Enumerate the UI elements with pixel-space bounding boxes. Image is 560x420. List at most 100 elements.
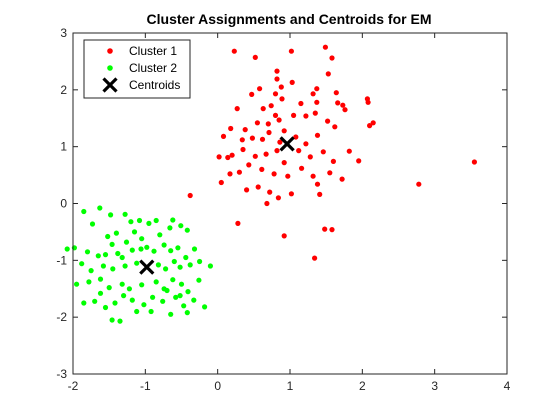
cluster-point bbox=[136, 217, 143, 224]
cluster-point bbox=[129, 297, 135, 303]
cluster-point bbox=[216, 154, 222, 160]
cluster-point bbox=[275, 195, 281, 201]
cluster-point bbox=[279, 96, 285, 102]
cluster-point bbox=[161, 242, 167, 248]
cluster-point bbox=[346, 148, 352, 154]
cluster-point bbox=[242, 127, 248, 133]
cluster-point bbox=[240, 146, 246, 153]
cluster-point bbox=[267, 189, 273, 195]
cluster-point bbox=[416, 181, 422, 187]
y-tick-label: 2 bbox=[60, 83, 67, 97]
legend: Cluster 1 Cluster 2 Centroids bbox=[83, 39, 191, 99]
cluster-point bbox=[259, 166, 265, 172]
data-points bbox=[64, 44, 477, 324]
cluster-point bbox=[330, 158, 336, 164]
cluster-point bbox=[281, 128, 287, 134]
cluster-point bbox=[228, 125, 234, 132]
cluster-point bbox=[131, 229, 138, 235]
cluster-point bbox=[314, 99, 320, 105]
cluster-point bbox=[322, 226, 328, 232]
cluster-point bbox=[314, 86, 320, 92]
cluster-point bbox=[191, 246, 198, 252]
cluster-point bbox=[471, 159, 477, 165]
cluster-point bbox=[276, 117, 282, 123]
cluster-point bbox=[173, 294, 179, 300]
cluster-point bbox=[178, 281, 185, 287]
y-tick-label: -1 bbox=[56, 253, 67, 267]
cluster-point bbox=[128, 219, 134, 225]
cluster-point bbox=[74, 281, 80, 287]
x-tick-label: 2 bbox=[359, 379, 366, 393]
cluster-point bbox=[220, 133, 227, 139]
cluster-point bbox=[163, 266, 169, 272]
legend-marker-dot bbox=[107, 48, 113, 54]
chart-title: Cluster Assignments and Centroids for EM bbox=[147, 11, 432, 27]
cluster-point bbox=[277, 139, 283, 145]
cluster-point bbox=[151, 248, 157, 254]
cluster-point bbox=[197, 258, 203, 265]
cluster-point bbox=[122, 211, 128, 217]
cluster-point bbox=[274, 68, 280, 74]
cluster-point bbox=[129, 247, 135, 253]
cluster-point bbox=[184, 227, 190, 233]
cluster-point bbox=[314, 181, 321, 187]
cluster-point bbox=[187, 192, 193, 199]
cluster-point bbox=[122, 263, 128, 269]
cluster-point bbox=[139, 282, 145, 288]
cluster-point bbox=[207, 263, 213, 269]
centroid-marker bbox=[139, 259, 155, 275]
cluster-point bbox=[119, 281, 125, 287]
cluster-point bbox=[229, 152, 235, 158]
cluster-point bbox=[184, 310, 190, 316]
cluster-point bbox=[97, 290, 104, 296]
cluster-point bbox=[113, 230, 119, 236]
cluster-point bbox=[168, 311, 174, 317]
cluster-point bbox=[265, 121, 271, 127]
cluster-point bbox=[134, 260, 140, 266]
cluster-point bbox=[109, 241, 115, 247]
cluster-point bbox=[272, 112, 279, 118]
cluster-point bbox=[254, 120, 260, 126]
cluster-point bbox=[181, 303, 187, 309]
cluster-point bbox=[340, 102, 346, 108]
cluster-point bbox=[170, 277, 176, 283]
cluster-point bbox=[81, 300, 87, 306]
cluster-point bbox=[102, 252, 109, 258]
legend-box bbox=[83, 39, 191, 99]
cluster-point bbox=[185, 289, 191, 295]
cluster-point bbox=[335, 100, 341, 106]
cluster-point bbox=[79, 261, 85, 267]
cluster-point bbox=[329, 227, 335, 233]
y-tick-label: 0 bbox=[60, 197, 67, 211]
cluster-point bbox=[123, 239, 130, 245]
cluster-point bbox=[303, 113, 309, 119]
cluster-point bbox=[155, 262, 161, 268]
cluster-point bbox=[115, 250, 121, 257]
cluster-point bbox=[264, 200, 270, 207]
y-tick-label: -3 bbox=[56, 367, 67, 381]
cluster-point bbox=[246, 162, 252, 168]
cluster-point bbox=[141, 302, 147, 308]
cluster-point bbox=[121, 293, 127, 299]
cluster-point bbox=[92, 298, 98, 304]
legend-label: Cluster 2 bbox=[129, 61, 177, 75]
cluster-point bbox=[177, 264, 183, 270]
cluster-point bbox=[170, 217, 176, 223]
cluster-point bbox=[281, 160, 287, 166]
cluster-point bbox=[160, 298, 166, 304]
cluster-point bbox=[108, 212, 114, 218]
cluster-point bbox=[303, 141, 309, 147]
cluster-point bbox=[109, 317, 115, 323]
cluster-point bbox=[97, 276, 104, 282]
cluster-point bbox=[100, 263, 106, 269]
legend-marker-x bbox=[102, 77, 118, 93]
legend-marker-dot bbox=[107, 65, 113, 71]
cluster-point bbox=[86, 279, 92, 285]
cluster-point bbox=[97, 205, 103, 211]
y-tick-label: 1 bbox=[60, 140, 67, 154]
x-tick-label: 0 bbox=[214, 379, 221, 393]
cluster-point bbox=[327, 170, 333, 176]
cluster-point bbox=[202, 304, 208, 310]
cluster-point bbox=[89, 221, 96, 227]
